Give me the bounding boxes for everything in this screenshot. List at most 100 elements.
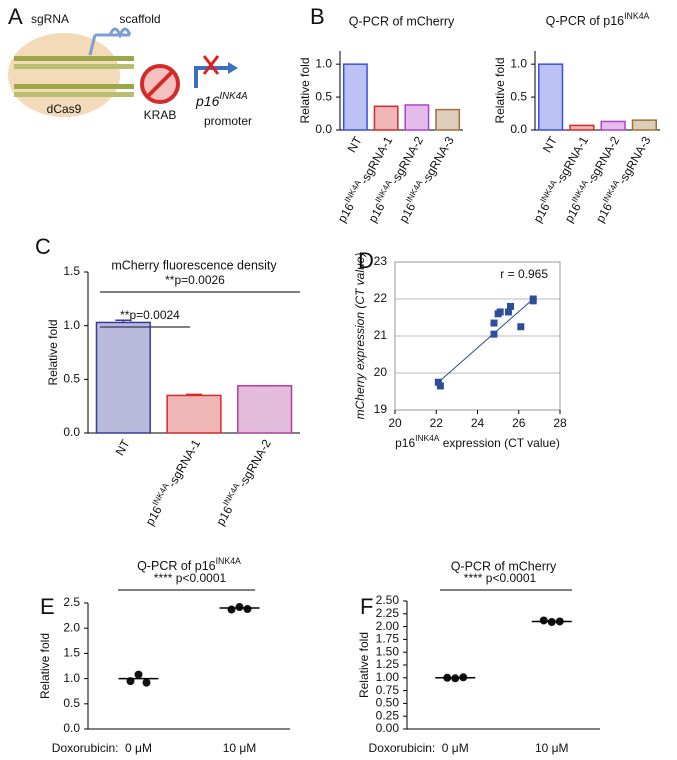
promoter-arrow [228, 62, 238, 74]
point [235, 603, 244, 612]
point [142, 678, 151, 687]
y-tick-label: 1.0 [510, 56, 527, 70]
diagram: sgRNA scaffold dCas9 KRAB p16INK4A promo… [8, 12, 252, 128]
y-axis-label: mCherry expression (CT value) [353, 253, 367, 420]
point [243, 605, 252, 614]
x-prefix: Doxorubicin: [52, 741, 119, 755]
annotation: **** p<0.0001 [154, 571, 227, 585]
x-tick-label: p16INK4A-sgRNA-2 [211, 435, 274, 528]
y-tick-label: 2.00 [376, 619, 400, 633]
point [504, 308, 512, 316]
y-tick-label: 1.00 [376, 670, 400, 684]
panel-label: F [360, 594, 373, 619]
annotation: **p=0.0026 [165, 273, 225, 287]
y-tick-label: 20 [374, 365, 388, 379]
point [539, 616, 548, 625]
y-tick-label: 1.25 [376, 657, 400, 671]
point [134, 670, 143, 679]
bar [166, 394, 222, 434]
diagram-label: scaffold [119, 12, 160, 26]
dna-strand [14, 84, 134, 89]
point [436, 382, 444, 390]
y-tick-label: 1.5 [63, 264, 80, 278]
fit-line [435, 296, 536, 385]
bar [538, 63, 564, 131]
bar [569, 124, 595, 131]
bar [631, 119, 657, 131]
diagram-label: dCas9 [47, 102, 82, 116]
y-tick-label: 0.0 [63, 721, 80, 735]
y-tick-label: 0.25 [376, 708, 400, 722]
bar [435, 108, 461, 131]
point [517, 323, 525, 331]
y-tick-label: 1.5 [63, 646, 80, 660]
y-tick-label: 19 [374, 402, 388, 416]
promoter-arrow [194, 66, 230, 88]
panel-label: A [8, 4, 23, 29]
point [434, 378, 442, 386]
error-bar [115, 319, 132, 323]
y-tick-label: 2.25 [376, 606, 400, 620]
bar [95, 321, 151, 434]
bar [373, 105, 399, 131]
y-tick-label: 2.5 [63, 595, 80, 609]
bar [600, 120, 626, 131]
y-axis-label: Relative fold [298, 57, 312, 123]
y-tick-label: 0.00 [376, 721, 400, 735]
y-tick-label: 1.0 [63, 671, 80, 685]
bar [342, 63, 368, 131]
x-tick-label: NT [113, 437, 133, 458]
dna-strand [14, 92, 134, 97]
x-tick-label: 28 [553, 416, 567, 430]
chart-title: mCherry fluorescence density [111, 258, 277, 272]
repression-mark [202, 55, 220, 75]
diagram-label: KRAB [144, 108, 177, 122]
diagram-label: promoter [204, 114, 252, 128]
annotation: r = 0.965 [500, 267, 548, 281]
bar [237, 385, 293, 434]
y-tick-label: 0.75 [376, 683, 400, 697]
y-axis-label: Relative fold [46, 319, 60, 385]
y-tick-label: 0.5 [315, 89, 332, 103]
dna-strand [14, 56, 134, 61]
diagram-label: sgRNA [31, 12, 69, 26]
annotation: **** p<0.0001 [464, 571, 537, 585]
y-tick-label: 0.0 [510, 122, 527, 136]
error-bar [186, 393, 202, 396]
x-tick-label: NT [345, 134, 365, 155]
panel-label: D [358, 248, 374, 273]
point [490, 330, 498, 338]
x-tick-label: NT [540, 134, 560, 155]
y-tick-label: 22 [374, 291, 388, 305]
y-tick-label: 1.0 [63, 318, 80, 332]
x-tick-label: 10 μM [535, 741, 569, 755]
y-tick-label: 2.50 [376, 593, 400, 607]
y-tick-label: 0.5 [510, 89, 527, 103]
y-tick-label: 0.5 [63, 372, 80, 386]
dna-strand [14, 64, 134, 69]
panel-label: C [35, 234, 51, 259]
x-tick-label: 0 μM [125, 741, 152, 755]
point [227, 605, 236, 614]
y-tick-label: 0.5 [63, 696, 80, 710]
y-tick-label: 23 [374, 254, 388, 268]
panel-label: B [310, 4, 325, 29]
x-tick-label: 24 [471, 416, 485, 430]
y-axis-label: Relative fold [357, 632, 371, 698]
y-tick-label: 1.50 [376, 644, 400, 658]
krab-block [146, 70, 174, 98]
point [529, 295, 537, 303]
point [490, 319, 498, 327]
y-axis-label: Relative fold [493, 57, 507, 123]
annotation: **p=0.0024 [120, 308, 180, 322]
x-tick-label: p16INK4A-sgRNA-1 [140, 435, 203, 528]
y-tick-label: 2.0 [63, 620, 80, 634]
x-axis-label: p16INK4A expression (CT value) [395, 433, 560, 450]
point [507, 302, 514, 310]
x-tick-label: 26 [512, 416, 526, 430]
x-tick-label: 10 μM [223, 741, 257, 755]
x-tick-label: 0 μM [442, 741, 469, 755]
panel-label: E [40, 594, 55, 619]
diagram-label: p16INK4A [195, 91, 248, 109]
